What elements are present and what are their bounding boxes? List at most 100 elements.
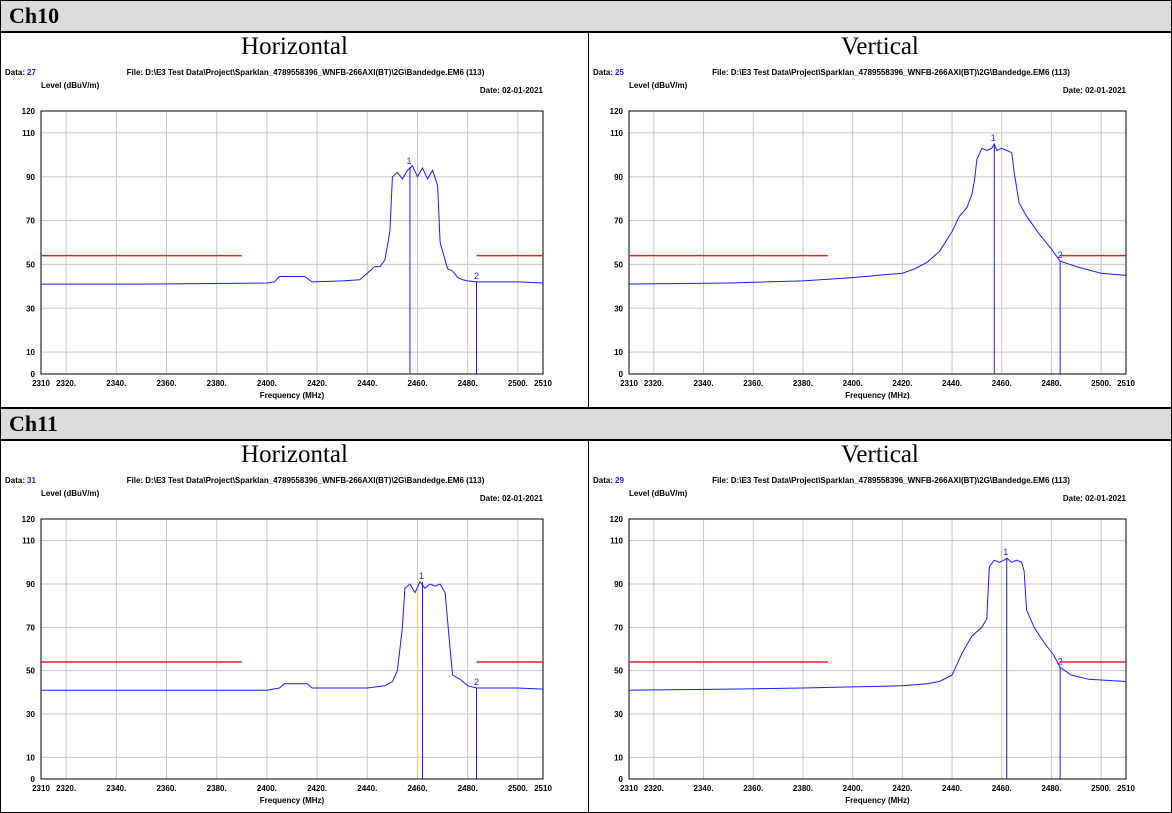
x-tick-label: 2360. [156, 784, 176, 793]
x-axis-label: Frequency (MHz) [260, 391, 325, 400]
x-tick-label: 2380. [793, 379, 813, 388]
y-tick-label: 90 [26, 173, 35, 182]
chart-date: Date: 02-01-2021 [480, 494, 544, 503]
plot-frame [40, 110, 544, 375]
y-tick-label: 30 [26, 304, 35, 313]
x-tick-label: 2460. [407, 784, 427, 793]
polarization-label: Horizontal [241, 33, 348, 60]
x-tick-label: 2510 [534, 379, 552, 388]
x-tick-label: 2340. [106, 379, 126, 388]
x-axis-label: Frequency (MHz) [845, 391, 910, 400]
chart-date: Date: 02-01-2021 [480, 86, 544, 95]
y-tick-label: 0 [31, 775, 36, 784]
file-path: File: D:\E3 Test Data\Project\Sparklan_4… [712, 68, 1070, 77]
series-line [41, 164, 544, 285]
section-header-ch10: Ch10 [0, 0, 1172, 32]
y-tick-label: 10 [614, 753, 623, 762]
x-tick-label: 2320. [644, 784, 664, 793]
y-tick-label: 30 [614, 304, 623, 313]
x-tick-label: 2380. [207, 379, 227, 388]
y-tick-label: 30 [26, 710, 35, 719]
x-tick-label: 2400. [843, 784, 863, 793]
x-tick-label: 2320. [56, 784, 76, 793]
x-tick-label: 2340. [106, 784, 126, 793]
y-tick-label: 70 [26, 623, 35, 632]
file-path: File: D:\E3 Test Data\Project\Sparklan_4… [127, 476, 485, 485]
x-tick-label: 2320. [56, 379, 76, 388]
x-tick-label: 2460. [407, 379, 427, 388]
panel-ch11-horizontal: Horizontal Data: 31 File: D:\E3 Test Data\… [0, 440, 589, 813]
marker-label: 1 [406, 156, 411, 166]
x-tick-label: 2400. [257, 379, 277, 388]
marker-label: 2 [474, 271, 479, 281]
x-tick-label: 2480. [1041, 379, 1061, 388]
x-tick-label: 2510 [534, 784, 552, 793]
data-number: 29 [615, 476, 624, 485]
x-tick-label: 2500. [1091, 784, 1111, 793]
y-tick-label: 10 [614, 348, 623, 357]
data-number: 31 [27, 476, 36, 485]
y-tick-label: 90 [26, 580, 35, 589]
panel-ch10-horizontal: Horizontal Data: 27 File: D:\E3 Test Data\… [0, 32, 589, 408]
x-tick-label: 2440. [357, 379, 377, 388]
y-tick-label: 110 [610, 537, 623, 546]
y-tick-label: 90 [614, 580, 623, 589]
y-axis-label: Level (dBuV/m) [41, 489, 100, 498]
x-tick-label: 2510 [1117, 379, 1135, 388]
chart-date: Date: 02-01-2021 [1063, 86, 1127, 95]
file-path: File: D:\E3 Test Data\Project\Sparklan_4… [712, 476, 1070, 485]
x-tick-label: 2500. [1091, 379, 1111, 388]
x-tick-label: 2500. [508, 379, 528, 388]
y-tick-label: 120 [22, 107, 36, 116]
data-label: Data: [593, 68, 613, 77]
y-tick-label: 110 [22, 129, 35, 138]
y-axis-label: Level (dBuV/m) [629, 489, 688, 498]
data-label: Data: [5, 68, 25, 77]
y-tick-label: 10 [26, 348, 35, 357]
y-tick-label: 110 [610, 129, 623, 138]
y-tick-label: 120 [610, 515, 624, 524]
data-number: 25 [615, 68, 624, 77]
x-tick-label: 2420. [307, 379, 327, 388]
y-tick-label: 50 [614, 667, 623, 676]
section-title: Ch10 [9, 3, 60, 28]
x-tick-label: 2400. [843, 379, 863, 388]
y-tick-label: 0 [619, 370, 624, 379]
marker-label: 1 [1003, 547, 1008, 557]
y-tick-label: 0 [31, 370, 36, 379]
series-line [628, 557, 1127, 691]
polarization-label: Vertical [841, 33, 919, 60]
marker-label: 2 [474, 677, 479, 687]
marker-label: 2 [1058, 250, 1063, 260]
series-line [628, 142, 1127, 285]
x-tick-label: 2320. [644, 379, 664, 388]
y-tick-label: 120 [610, 107, 624, 116]
x-tick-label: 2480. [1041, 784, 1061, 793]
polarization-label: Vertical [841, 441, 919, 468]
marker-label: 1 [991, 133, 996, 143]
x-tick-label: 2340. [694, 784, 714, 793]
x-tick-label: 2440. [942, 784, 962, 793]
x-tick-label: 2400. [257, 784, 277, 793]
y-tick-label: 50 [614, 260, 623, 269]
panel-ch11-vertical: Vertical Data: 29 File: D:\E3 Test Data\Pr… [588, 440, 1172, 813]
data-number: 27 [27, 68, 36, 77]
series-line [41, 580, 544, 691]
section-title: Ch11 [9, 411, 58, 436]
x-tick-label: 2380. [207, 784, 227, 793]
polarization-label: Horizontal [241, 441, 348, 468]
file-path: File: D:\E3 Test Data\Project\Sparklan_4… [127, 68, 485, 77]
x-tick-label: 2480. [458, 379, 478, 388]
x-tick-label: 2500. [508, 784, 528, 793]
y-tick-label: 50 [26, 260, 35, 269]
y-tick-label: 30 [614, 710, 623, 719]
x-tick-label: 2360. [743, 784, 763, 793]
x-tick-label: 2310 [620, 784, 638, 793]
x-tick-label: 2440. [942, 379, 962, 388]
x-tick-label: 2460. [992, 784, 1012, 793]
x-tick-label: 2310 [32, 784, 50, 793]
x-tick-label: 2420. [307, 784, 327, 793]
y-tick-label: 50 [26, 667, 35, 676]
chart-ch10-vertical: Data: 25 File: D:\E3 Test Data\Project\Spa… [593, 68, 1135, 400]
plot-frame [628, 110, 1127, 375]
